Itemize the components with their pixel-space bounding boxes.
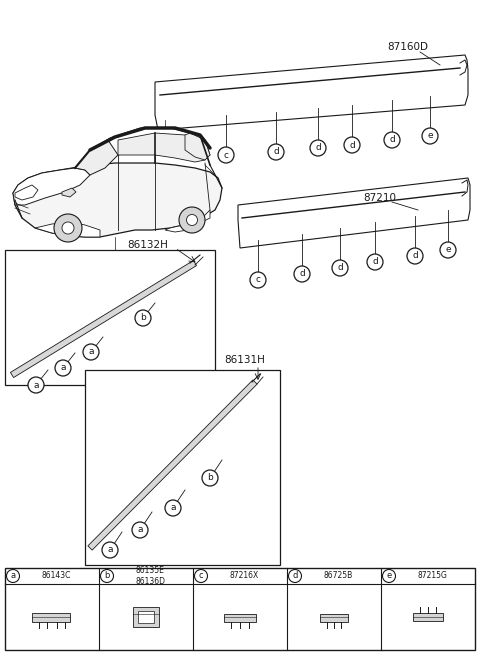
Text: d: d — [299, 269, 305, 278]
Bar — [320, 614, 348, 622]
Text: a: a — [107, 546, 113, 555]
Text: d: d — [337, 263, 343, 272]
Text: c: c — [199, 572, 204, 580]
Text: a: a — [33, 381, 39, 390]
Circle shape — [62, 222, 74, 234]
Circle shape — [100, 569, 113, 582]
Circle shape — [367, 254, 383, 270]
Circle shape — [179, 207, 205, 233]
Text: b: b — [207, 474, 213, 483]
Polygon shape — [165, 210, 210, 232]
Circle shape — [83, 344, 99, 360]
Bar — [413, 613, 443, 621]
Circle shape — [294, 266, 310, 282]
Circle shape — [383, 569, 396, 582]
Text: b: b — [104, 572, 110, 580]
Text: 87160D: 87160D — [387, 42, 429, 52]
Text: 86132H: 86132H — [128, 240, 168, 250]
Text: a: a — [88, 348, 94, 356]
Polygon shape — [88, 380, 257, 550]
Text: d: d — [292, 572, 298, 580]
Circle shape — [384, 132, 400, 148]
Bar — [224, 614, 256, 622]
Text: d: d — [315, 143, 321, 153]
Circle shape — [54, 214, 82, 242]
Circle shape — [135, 310, 151, 326]
Text: d: d — [372, 257, 378, 267]
Polygon shape — [13, 163, 222, 237]
Circle shape — [422, 128, 438, 144]
Text: c: c — [255, 276, 261, 284]
Polygon shape — [62, 188, 76, 197]
Circle shape — [55, 360, 71, 376]
Polygon shape — [13, 168, 90, 205]
Polygon shape — [118, 133, 205, 162]
Text: e: e — [445, 246, 451, 255]
Bar — [5, 568, 475, 650]
Polygon shape — [35, 222, 100, 237]
Bar — [138, 611, 154, 623]
Text: a: a — [60, 364, 66, 373]
Text: d: d — [273, 147, 279, 157]
Bar — [133, 607, 159, 627]
Circle shape — [407, 248, 423, 264]
Polygon shape — [11, 261, 197, 377]
Polygon shape — [238, 178, 470, 248]
Circle shape — [268, 144, 284, 160]
Circle shape — [202, 470, 218, 486]
Text: 87215G: 87215G — [417, 572, 447, 580]
Circle shape — [288, 569, 301, 582]
Polygon shape — [185, 133, 210, 160]
Text: d: d — [389, 136, 395, 145]
Circle shape — [7, 569, 20, 582]
Circle shape — [194, 569, 207, 582]
Text: a: a — [170, 504, 176, 512]
Text: c: c — [224, 151, 228, 160]
Circle shape — [165, 500, 181, 516]
Text: d: d — [349, 141, 355, 149]
Bar — [5, 250, 215, 385]
Text: d: d — [412, 252, 418, 261]
Circle shape — [250, 272, 266, 288]
Polygon shape — [75, 140, 118, 175]
Text: 87210: 87210 — [363, 193, 396, 203]
Text: 86131H: 86131H — [225, 355, 265, 365]
Circle shape — [187, 214, 197, 225]
Text: b: b — [140, 314, 146, 322]
Text: a: a — [137, 525, 143, 534]
Bar — [32, 613, 70, 622]
Circle shape — [132, 522, 148, 538]
Circle shape — [218, 147, 234, 163]
Text: e: e — [427, 132, 433, 141]
Polygon shape — [90, 128, 210, 158]
Text: 87216X: 87216X — [229, 572, 259, 580]
Circle shape — [28, 377, 44, 393]
Circle shape — [344, 137, 360, 153]
Polygon shape — [155, 55, 468, 130]
Text: e: e — [386, 572, 392, 580]
Bar — [85, 370, 280, 565]
Text: 86135E
86136D: 86135E 86136D — [135, 567, 165, 586]
Text: a: a — [11, 572, 15, 580]
Circle shape — [102, 542, 118, 558]
Circle shape — [310, 140, 326, 156]
Circle shape — [332, 260, 348, 276]
Text: 86725B: 86725B — [324, 572, 353, 580]
Circle shape — [440, 242, 456, 258]
Text: 86143C: 86143C — [41, 572, 71, 580]
Polygon shape — [15, 185, 38, 200]
